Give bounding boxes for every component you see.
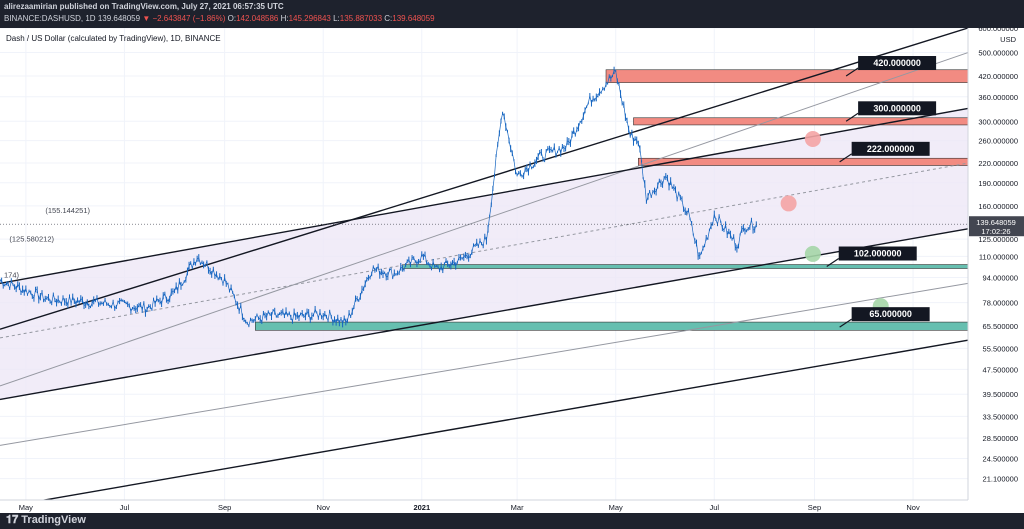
price-line xyxy=(0,69,757,327)
open-label: O: xyxy=(227,14,237,23)
annotation: (125.580212) xyxy=(9,235,54,244)
label-box xyxy=(858,101,937,116)
y-unit-label: USD xyxy=(1000,35,1016,44)
label-box xyxy=(838,246,917,261)
annotation: (155.144251) xyxy=(45,206,90,215)
x-tick-label: Nov xyxy=(317,503,331,512)
x-tick-label: Nov xyxy=(906,503,920,512)
level-zone-102.000000 xyxy=(402,264,969,269)
y-tick-label: 33.500000 xyxy=(983,412,1018,421)
level-label-65.000000: 65.000000 xyxy=(869,309,912,319)
y-tick-label: 47.500000 xyxy=(983,365,1018,374)
footer: 𝟏𝟕 TradingView xyxy=(0,513,1024,529)
label-pointer xyxy=(839,153,852,163)
y-tick-label: 94.000000 xyxy=(983,274,1018,283)
level-label-102.000000: 102.000000 xyxy=(854,249,902,259)
close-label: C: xyxy=(384,14,393,23)
level-labels: 420.000000 300.000000 222.000000 102.000000… xyxy=(826,56,937,328)
channel-fill xyxy=(0,108,968,400)
level-label-420.000000: 420.000000 xyxy=(873,58,921,68)
channel-line-3 xyxy=(0,162,969,339)
candles xyxy=(0,66,757,328)
marker-red-0 xyxy=(804,131,821,148)
publish-text: alirezaamirian published on TradingView.… xyxy=(4,2,284,11)
x-tick-label: 2021 xyxy=(413,503,430,512)
chart-area[interactable]: 420.000000 300.000000 222.000000 102.000000… xyxy=(0,24,1024,513)
y-tick-label: 78.000000 xyxy=(983,299,1018,308)
x-tick-label: May xyxy=(609,503,623,512)
low-label: L: xyxy=(333,14,340,23)
channel-line-5 xyxy=(0,282,969,446)
label-pointer xyxy=(826,258,840,268)
y-tick-label: 300.000000 xyxy=(978,117,1018,126)
price-tag-countdown: 17:02:26 xyxy=(981,227,1010,236)
y-tick-label: 65.500000 xyxy=(983,322,1018,331)
annotation: 174) xyxy=(4,271,20,280)
close-value: 139.648059 xyxy=(392,14,435,23)
x-tick-label: Sep xyxy=(808,503,821,512)
channel-line-1 xyxy=(0,52,969,387)
y-tick-label: 125.000000 xyxy=(978,235,1018,244)
channel-fills xyxy=(0,108,968,400)
price-tag-value: 139.648059 xyxy=(976,218,1016,227)
level-zone-65.000000 xyxy=(255,321,969,331)
open-value: 142.048586 xyxy=(236,14,279,23)
channel-line-0 xyxy=(0,27,969,330)
channel-line-6 xyxy=(0,339,969,509)
price-tag xyxy=(969,216,1024,237)
x-axis-bg xyxy=(0,500,1024,513)
y-tick-label: 110.000000 xyxy=(979,252,1018,261)
y-tick-label: 420.000000 xyxy=(978,72,1018,81)
y-tick-label: 24.500000 xyxy=(983,455,1018,464)
y-tick-label: 190.000000 xyxy=(978,179,1018,188)
annotations: (155.144251) (125.580212) 174) xyxy=(4,206,90,280)
label-pointer xyxy=(845,112,859,122)
x-tick-label: Sep xyxy=(218,503,231,512)
y-tick-label: 160.000000 xyxy=(978,202,1018,211)
label-box xyxy=(851,307,930,322)
last-price: 139.648059 xyxy=(97,14,141,23)
label-pointer xyxy=(845,67,859,77)
label-box xyxy=(851,141,930,156)
x-tick-label: Mar xyxy=(511,503,524,512)
markers xyxy=(780,131,889,315)
y-tick-label: 500.000000 xyxy=(978,49,1018,58)
x-tick-label: Jul xyxy=(120,503,130,512)
x-tick-label: May xyxy=(19,503,33,512)
publish-line: alirezaamirian published on TradingView.… xyxy=(4,2,284,11)
x-axis[interactable]: May Jul Sep Nov 2021 Mar May Jul Sep Nov xyxy=(0,499,1024,513)
y-tick-label: 39.500000 xyxy=(983,390,1018,399)
x-tick-label: Jul xyxy=(709,503,719,512)
price-change: ▼ −2.643847 (−1.86%) xyxy=(142,14,226,23)
y-axis-bg xyxy=(968,28,1024,513)
chart-title: Dash / US Dollar (calculated by TradingV… xyxy=(6,34,221,43)
high-label: H: xyxy=(280,14,289,23)
level-label-222.000000: 222.000000 xyxy=(867,144,915,154)
logo-text: TradingView xyxy=(21,514,86,526)
label-box xyxy=(858,56,937,71)
ohlc-line: BINANCE:DASHUSD, 1D 139.648059 ▼ −2.6438… xyxy=(4,14,435,23)
level-zone-300.000000 xyxy=(633,117,969,126)
tradingview-logo[interactable]: 𝟏𝟕 TradingView xyxy=(6,514,86,527)
y-tick-label: 260.000000 xyxy=(978,137,1018,146)
marker-red-1 xyxy=(780,195,797,212)
tv-icon: 𝟏𝟕 xyxy=(6,514,22,526)
price-chart[interactable]: 420.000000 300.000000 222.000000 102.000000… xyxy=(0,24,1024,513)
label-pointer xyxy=(839,318,852,328)
y-axis[interactable]: 600.000000 500.000000 420.000000 360.000000… xyxy=(0,24,1024,513)
chart-header: alirezaamirian published on TradingView.… xyxy=(0,0,1024,28)
symbol-label: BINANCE:DASHUSD, 1D xyxy=(4,14,96,23)
marker-green-2 xyxy=(804,245,821,262)
level-label-300.000000: 300.000000 xyxy=(873,103,921,113)
y-tick-label: 360.000000 xyxy=(978,93,1018,102)
y-tick-label: 21.100000 xyxy=(983,475,1018,484)
y-tick-label: 55.500000 xyxy=(983,344,1018,353)
high-value: 145.296843 xyxy=(288,14,331,23)
low-value: 135.887033 xyxy=(339,14,383,23)
y-tick-label: 220.000000 xyxy=(978,159,1018,168)
y-tick-label: 28.500000 xyxy=(983,434,1018,443)
y-tick-label: 600.000000 xyxy=(978,28,1018,33)
